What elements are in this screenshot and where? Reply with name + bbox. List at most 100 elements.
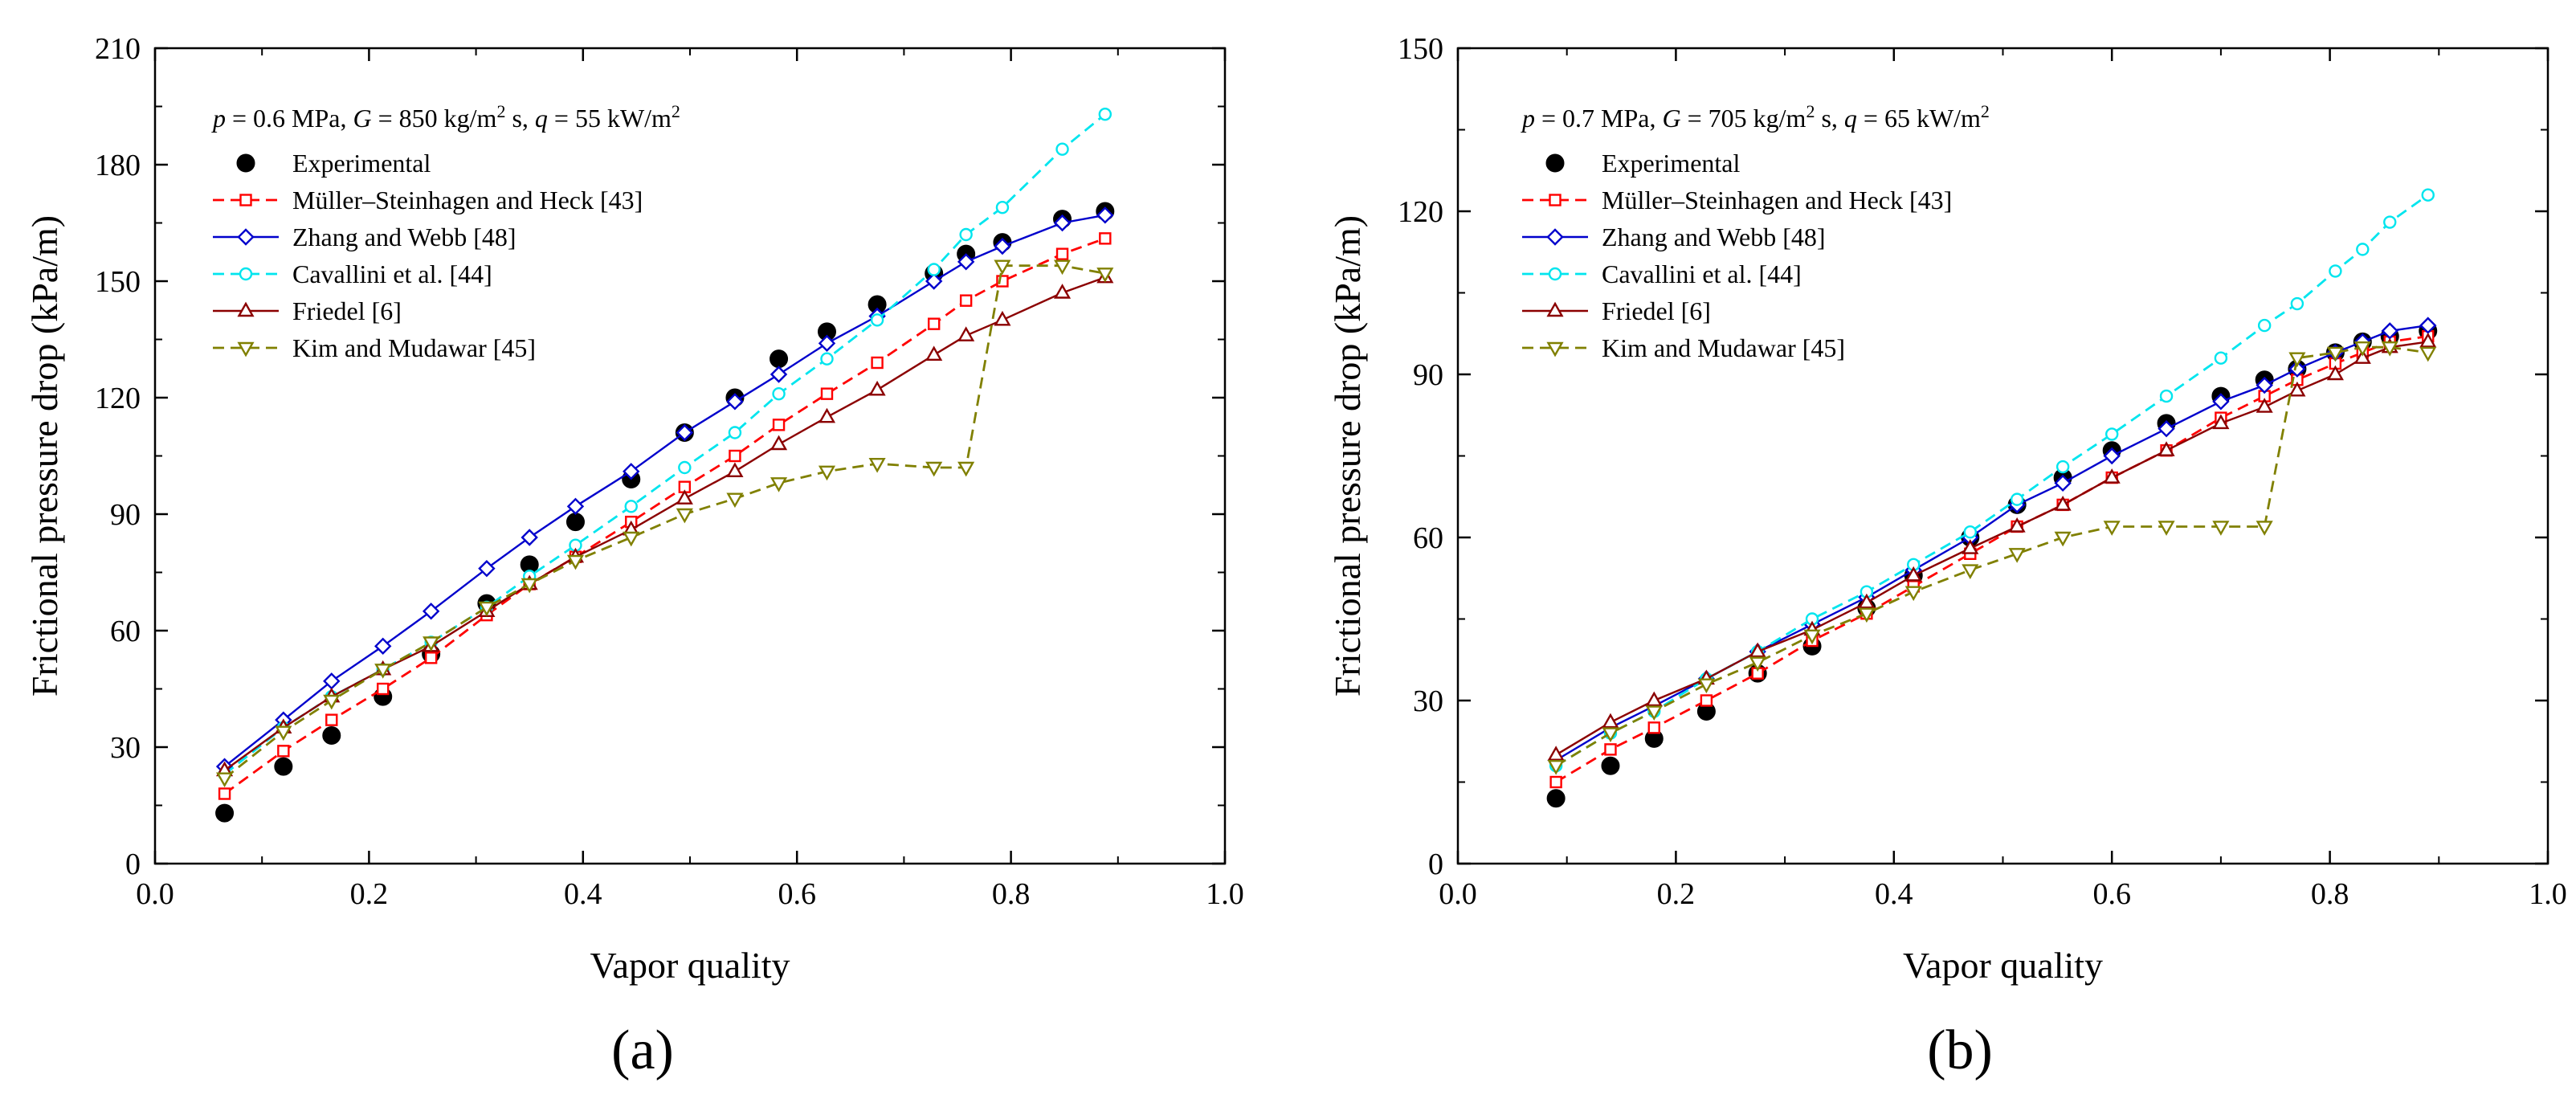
data-point: [927, 317, 941, 330]
panel-label: (a): [611, 1019, 674, 1081]
data-point: [2419, 332, 2437, 348]
data-point: [820, 387, 834, 400]
legend-marker: [1546, 228, 1564, 246]
data-point: [818, 334, 836, 353]
data-point: [2054, 474, 2072, 492]
data-point: [1962, 564, 1979, 580]
data-point: [995, 200, 1010, 214]
data-point: [2354, 341, 2371, 357]
data-point: [927, 263, 941, 276]
data-point: [2054, 531, 2072, 547]
data-point: [521, 578, 538, 594]
data-point: [2055, 460, 2070, 474]
data-point: [726, 492, 744, 509]
data-point: [1803, 629, 1821, 645]
legend-label: Cavallini et al. [44]: [1602, 259, 1802, 288]
y-tick-label: 30: [110, 731, 141, 765]
data-point: [676, 423, 694, 442]
data-point: [478, 601, 496, 617]
legend-item-muller-steinhagen-heck: Müller–Steinhagen and Heck [43]: [1522, 186, 1952, 214]
data-point: [818, 407, 836, 423]
data-point: [374, 664, 392, 679]
legend-item-cavallini: Cavallini et al. [44]: [213, 259, 492, 288]
y-tick-label: 0: [1428, 848, 1443, 881]
data-point: [2421, 188, 2435, 202]
legend-item-zhang-webb: Zhang and Webb [48]: [1522, 223, 1826, 251]
panel-label: (b): [1927, 1019, 1993, 1081]
legend-marker: [1549, 194, 1562, 206]
data-point: [2010, 492, 2024, 506]
data-point: [678, 460, 692, 475]
legend-item-zhang-webb: Zhang and Webb [48]: [213, 223, 516, 251]
legend-label: Friedel [6]: [292, 296, 402, 325]
x-tick-label: 0.0: [136, 877, 174, 911]
data-point: [994, 310, 1011, 326]
data-point: [1962, 539, 1979, 554]
data-point: [1749, 642, 1766, 658]
x-tick-label: 0.6: [778, 877, 816, 911]
data-point: [325, 713, 338, 726]
data-point: [2256, 376, 2273, 394]
data-point: [2288, 381, 2306, 397]
data-point: [565, 513, 585, 532]
data-point: [959, 294, 973, 307]
legend-marker: [1546, 341, 1564, 357]
data-point: [1053, 214, 1072, 232]
data-point: [1099, 232, 1112, 245]
data-point: [868, 457, 886, 473]
data-point: [729, 449, 741, 463]
x-tick-label: 0.2: [350, 877, 389, 911]
series-line: [1555, 345, 2428, 767]
data-point: [1549, 775, 1562, 789]
data-point: [2212, 393, 2230, 411]
data-point: [275, 725, 292, 742]
data-point: [566, 497, 585, 516]
data-point: [1604, 743, 1617, 756]
data-point: [1547, 760, 1565, 775]
data-point: [820, 352, 834, 366]
legend-label: Friedel [6]: [1602, 296, 1711, 325]
x-tick-label: 0.8: [2311, 877, 2349, 911]
data-point: [277, 745, 290, 758]
y-tick-label: 60: [1413, 521, 1443, 555]
data-point: [772, 419, 786, 431]
data-point: [2256, 398, 2273, 413]
data-point: [623, 463, 640, 480]
x-tick-label: 0.0: [1439, 877, 1477, 911]
data-point: [2257, 318, 2272, 333]
data-point: [2159, 389, 2174, 403]
data-point: [1904, 586, 1922, 602]
y-axis-label: Frictional pressure drop (kPa/m): [1327, 215, 1368, 697]
data-point: [925, 345, 943, 362]
series-kim-mudawar: [1547, 341, 2437, 775]
data-point: [1963, 525, 1977, 539]
data-point: [218, 787, 231, 800]
data-point: [871, 356, 884, 370]
data-point: [994, 237, 1011, 255]
data-point: [772, 386, 786, 401]
data-point: [1647, 721, 1660, 734]
data-point: [728, 426, 742, 439]
data-point: [274, 757, 293, 776]
y-tick-label: 30: [1413, 684, 1443, 718]
data-point: [423, 636, 440, 652]
data-point: [925, 461, 943, 477]
y-tick-label: 180: [95, 149, 141, 182]
data-point: [2158, 419, 2175, 438]
y-tick-label: 120: [95, 382, 141, 415]
data-point: [1547, 746, 1565, 761]
legend-marker: [237, 228, 255, 246]
data-point: [624, 500, 638, 513]
x-tick-label: 0.4: [1875, 877, 1913, 911]
chart-panel-b: 0.0 0.2 0.4 0.6 0.8 1.0 0 30 60 90 120 150 Vapor qua…: [1327, 32, 2567, 1081]
y-axis-label: Frictional pressure drop (kPa/m): [24, 215, 65, 697]
y-tick-label: 90: [110, 498, 141, 532]
legend-marker: [237, 301, 255, 317]
data-point: [2008, 517, 2026, 533]
legend-marker: [1546, 301, 1564, 317]
legend-marker: [237, 341, 255, 357]
data-point: [323, 694, 341, 710]
data-point: [2356, 243, 2370, 256]
x-axis-label: Vapor quality: [1903, 945, 2103, 986]
